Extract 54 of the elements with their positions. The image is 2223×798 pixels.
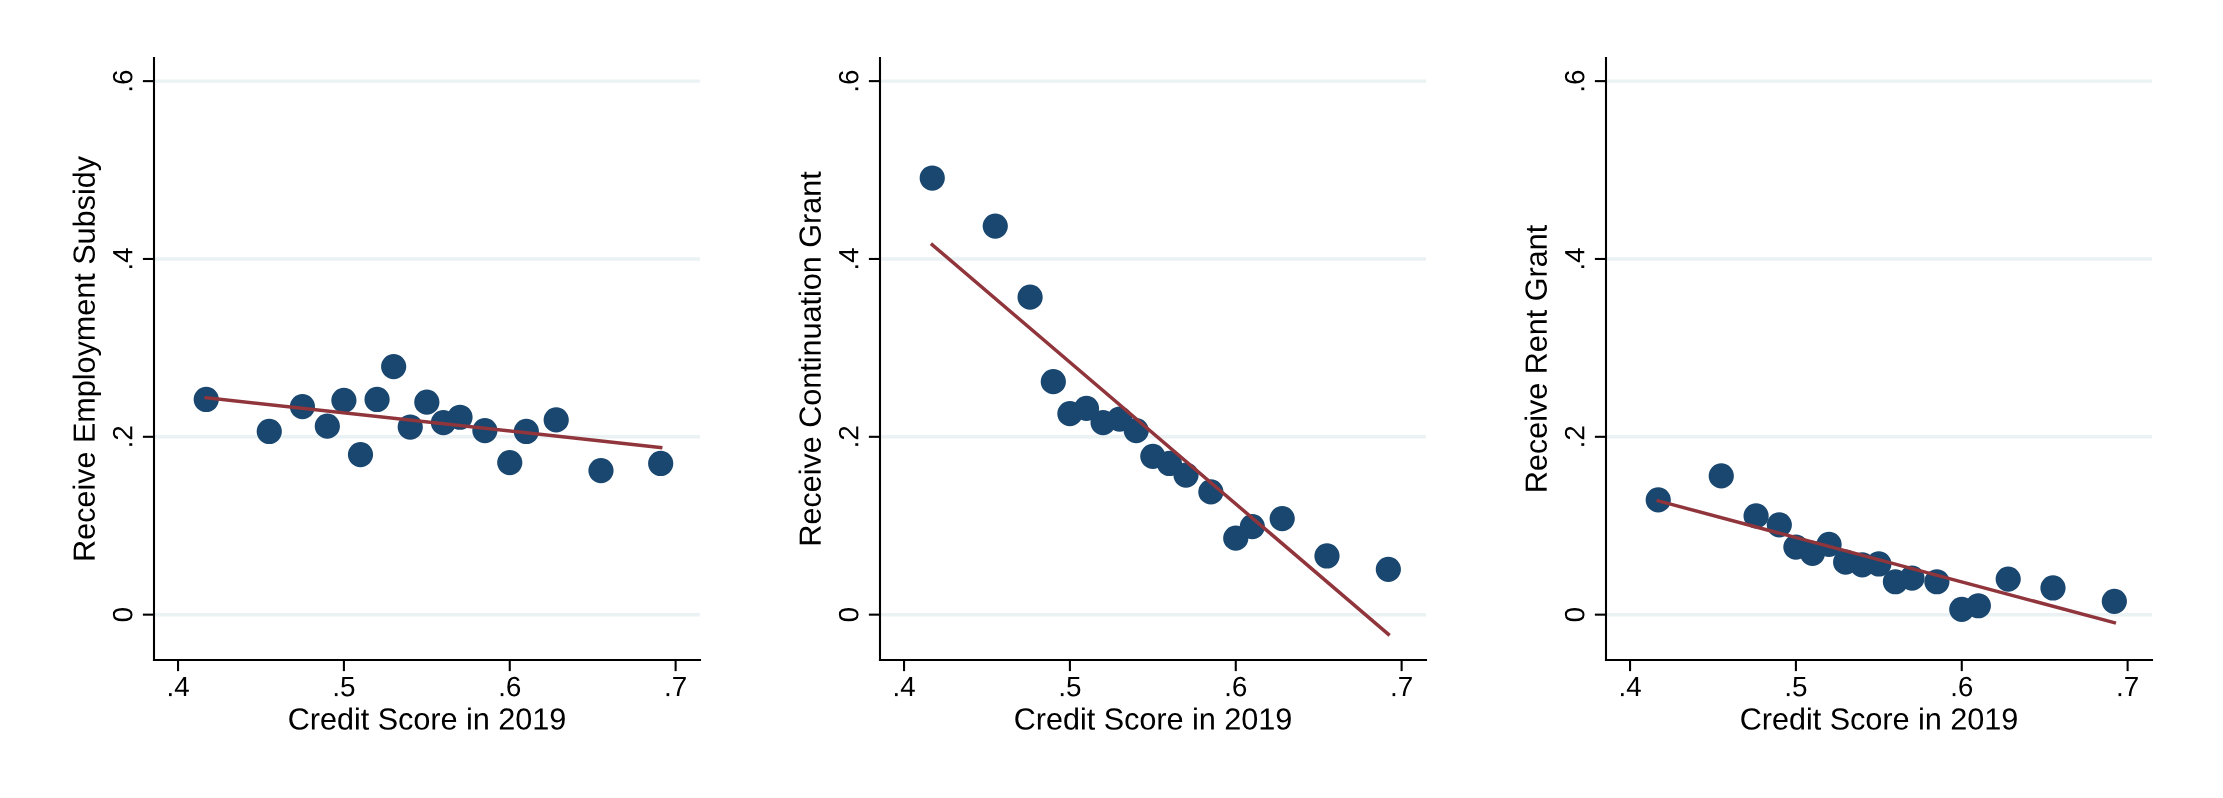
point bbox=[364, 386, 390, 413]
x-tick-label: .7 bbox=[666, 676, 686, 697]
y-axis-title: Receive Rent Grant bbox=[1524, 225, 1547, 491]
x-tick-label: .4 bbox=[1621, 676, 1641, 697]
point bbox=[414, 389, 440, 415]
point bbox=[256, 418, 282, 445]
y-axis-title: Receive Employment Subsidy bbox=[72, 156, 102, 560]
y-tick-label: .6 bbox=[838, 70, 859, 91]
point bbox=[648, 450, 674, 477]
x-tick-label: .4 bbox=[169, 676, 189, 697]
x-axis-title: Credit Score in 2019 bbox=[289, 707, 565, 730]
x-tick-label: .7 bbox=[1392, 676, 1412, 697]
y-tick-label: .4 bbox=[113, 248, 133, 269]
y-tick-label: .4 bbox=[1565, 248, 1585, 269]
point bbox=[919, 165, 945, 191]
point bbox=[381, 353, 407, 380]
x-tick-label: .7 bbox=[2118, 676, 2138, 697]
y-tick-label: .6 bbox=[112, 70, 133, 91]
point bbox=[543, 407, 569, 433]
y-tick-label: .6 bbox=[1564, 70, 1585, 91]
point bbox=[982, 213, 1008, 239]
x-tick-label: .5 bbox=[1786, 676, 1807, 697]
point bbox=[588, 457, 614, 484]
point bbox=[1965, 593, 1991, 619]
x-tick-label: .4 bbox=[895, 676, 915, 697]
y-tick-label: .4 bbox=[839, 248, 859, 269]
y-tick-label: 0 bbox=[112, 608, 133, 622]
point bbox=[1375, 556, 1401, 582]
y-tick-label: .2 bbox=[1564, 426, 1585, 446]
point bbox=[1073, 395, 1100, 421]
point bbox=[2101, 588, 2127, 614]
point bbox=[1040, 369, 1066, 395]
y-tick-label: 0 bbox=[1564, 608, 1585, 622]
y-tick-label: .2 bbox=[112, 426, 133, 446]
point bbox=[497, 449, 523, 476]
point bbox=[2040, 575, 2066, 601]
point bbox=[1314, 543, 1340, 569]
x-tick-label: .5 bbox=[334, 676, 355, 697]
x-tick-label: .6 bbox=[1226, 676, 1247, 697]
y-tick-label: 0 bbox=[838, 608, 859, 622]
y-tick-label: .2 bbox=[838, 426, 859, 446]
point bbox=[1708, 463, 1734, 489]
point bbox=[1995, 566, 2021, 592]
x-axis-title: Credit Score in 2019 bbox=[1741, 707, 2017, 730]
x-tick-label: .6 bbox=[1952, 676, 1973, 697]
x-tick-label: .5 bbox=[1060, 676, 1081, 697]
y-axis-title: Receive Continuation Grant bbox=[798, 171, 821, 545]
point bbox=[347, 441, 374, 468]
x-tick-label: .6 bbox=[500, 676, 521, 697]
point bbox=[331, 387, 357, 413]
point bbox=[1017, 284, 1043, 310]
point bbox=[314, 413, 340, 439]
point bbox=[1269, 506, 1295, 532]
x-axis-title: Credit Score in 2019 bbox=[1015, 707, 1291, 730]
